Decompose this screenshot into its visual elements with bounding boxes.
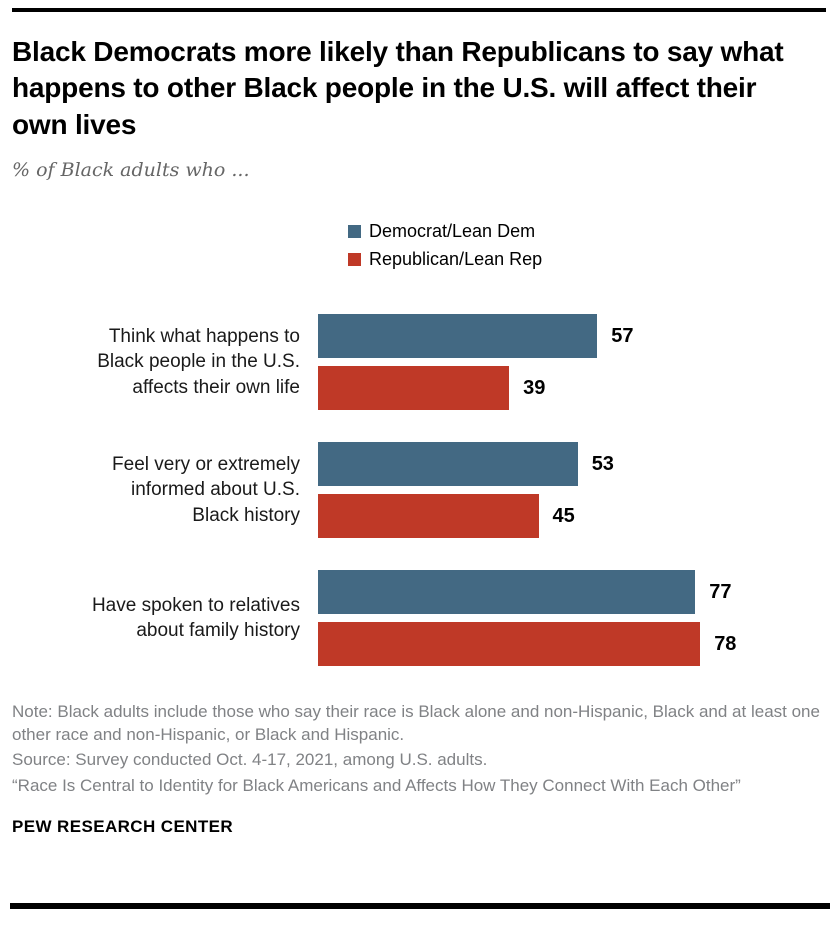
report-title-text: “Race Is Central to Identity for Black A… xyxy=(12,775,741,795)
category-label: Think what happens to Black people in th… xyxy=(97,325,300,398)
pew-research-center-brand: PEW RESEARCH CENTER xyxy=(12,816,234,836)
chart-row: Think what happens to Black people in th… xyxy=(12,314,826,411)
legend-item-democrat: Democrat/Lean Dem xyxy=(348,221,826,242)
bar xyxy=(318,366,510,411)
bar xyxy=(318,570,696,615)
democrat-swatch-icon xyxy=(348,225,361,239)
bar xyxy=(318,622,701,667)
source-text: Source: Survey conducted Oct. 4-17, 2021… xyxy=(12,750,488,770)
legend-label-democrat: Democrat/Lean Dem xyxy=(369,221,536,242)
legend-label-republican: Republican/Lean Rep xyxy=(369,249,543,270)
footnotes: Note: Black adults include those who say… xyxy=(12,700,824,796)
legend-item-republican: Republican/Lean Rep xyxy=(348,249,826,270)
chart-subtitle: % of Black adults who ... xyxy=(12,159,250,182)
top-rule xyxy=(12,8,826,12)
bar-track: 45 xyxy=(318,494,826,539)
value-label: 45 xyxy=(552,504,575,527)
legend: Democrat/Lean Dem Republican/Lean Rep xyxy=(348,221,826,270)
bar-group: 53 45 xyxy=(318,442,826,539)
category-label: Have spoken to relatives about family hi… xyxy=(91,594,300,642)
value-label: 57 xyxy=(611,324,634,347)
note-text: Note: Black adults include those who say… xyxy=(12,702,820,745)
chart-title: Black Democrats more likely than Republi… xyxy=(12,36,784,140)
bar-track: 77 xyxy=(318,570,826,615)
value-label: 77 xyxy=(709,580,732,603)
value-label: 53 xyxy=(591,452,614,475)
bar-track: 39 xyxy=(318,366,826,411)
value-label: 78 xyxy=(714,632,737,655)
chart-rows: Think what happens to Black people in th… xyxy=(12,314,826,667)
chart-row: Have spoken to relatives about family hi… xyxy=(12,570,826,667)
bar-track: 53 xyxy=(318,442,826,487)
bar-track: 78 xyxy=(318,622,826,667)
chart-row: Feel very or extremely informed about U.… xyxy=(12,442,826,539)
bar-track: 57 xyxy=(318,314,826,359)
republican-swatch-icon xyxy=(348,253,361,267)
category-label: Feel very or extremely informed about U.… xyxy=(112,453,300,526)
bar xyxy=(318,314,598,359)
bar xyxy=(318,442,578,487)
bar-group: 77 78 xyxy=(318,570,826,667)
value-label: 39 xyxy=(523,376,546,399)
bar-chart: Think what happens to Black people in th… xyxy=(12,314,826,667)
bottom-rule xyxy=(10,903,830,909)
bar-group: 57 39 xyxy=(318,314,826,411)
bar xyxy=(318,494,539,539)
